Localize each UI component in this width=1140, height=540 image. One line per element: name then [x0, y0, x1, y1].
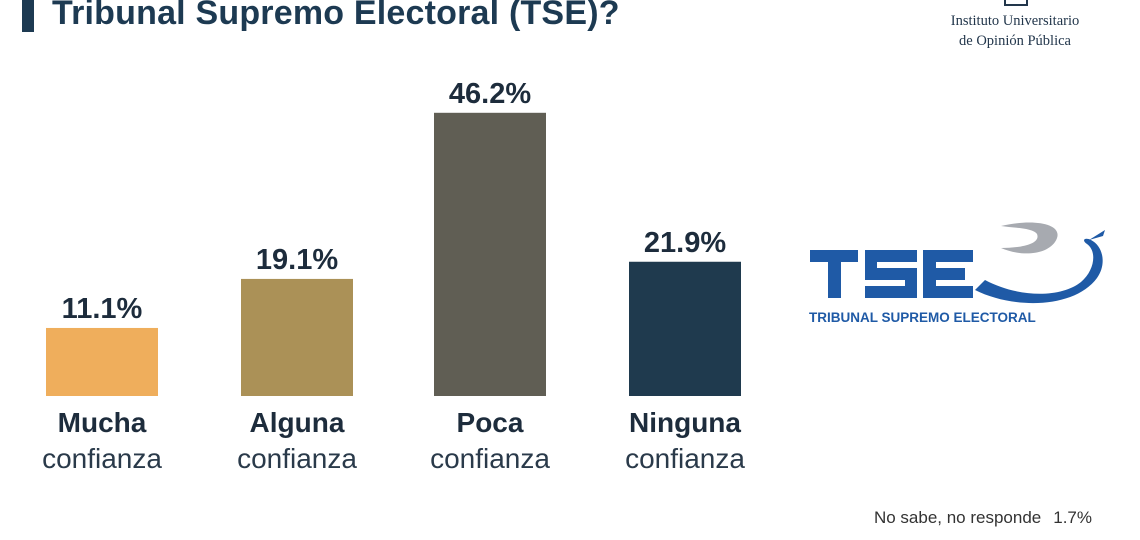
bar-value-label: 19.1%	[256, 244, 338, 276]
category-sublabel: confianza	[237, 443, 357, 474]
bar	[46, 327, 158, 396]
category-sublabel: confianza	[42, 443, 162, 474]
category-label: Mucha	[58, 407, 147, 438]
footnote: No sabe, no responde 1.7%	[874, 508, 1092, 528]
iudop-emblem-icon	[1004, 0, 1028, 6]
bar-value-label: 46.2%	[449, 78, 531, 110]
footnote-value: 1.7%	[1053, 508, 1092, 527]
footnote-label: No sabe, no responde	[873, 508, 1042, 527]
tse-wordmark-icon	[810, 222, 1105, 304]
title-accent-bar	[22, 0, 34, 32]
bar	[434, 112, 546, 396]
iudop-name-line1: Instituto Universitario	[950, 13, 1080, 29]
iudop-name-line2: de Opinión Pública	[959, 33, 1071, 49]
bar-value-label: 11.1%	[62, 293, 143, 325]
bar-value-label: 21.9%	[644, 227, 726, 259]
category-sublabel: confianza	[625, 443, 745, 474]
category-label: Poca	[457, 407, 524, 438]
bar	[241, 278, 353, 396]
tse-logo-subtitle: TRIBUNAL SUPREMO ELECTORAL	[809, 310, 1036, 325]
bar	[629, 261, 741, 396]
tse-logo: TRIBUNAL SUPREMO ELECTORAL	[809, 222, 1105, 325]
category-label: Ninguna	[629, 407, 741, 438]
category-label: Alguna	[250, 407, 345, 438]
chart-title: Tribunal Supremo Electoral (TSE)?	[52, 0, 620, 32]
category-sublabel: confianza	[430, 443, 550, 474]
